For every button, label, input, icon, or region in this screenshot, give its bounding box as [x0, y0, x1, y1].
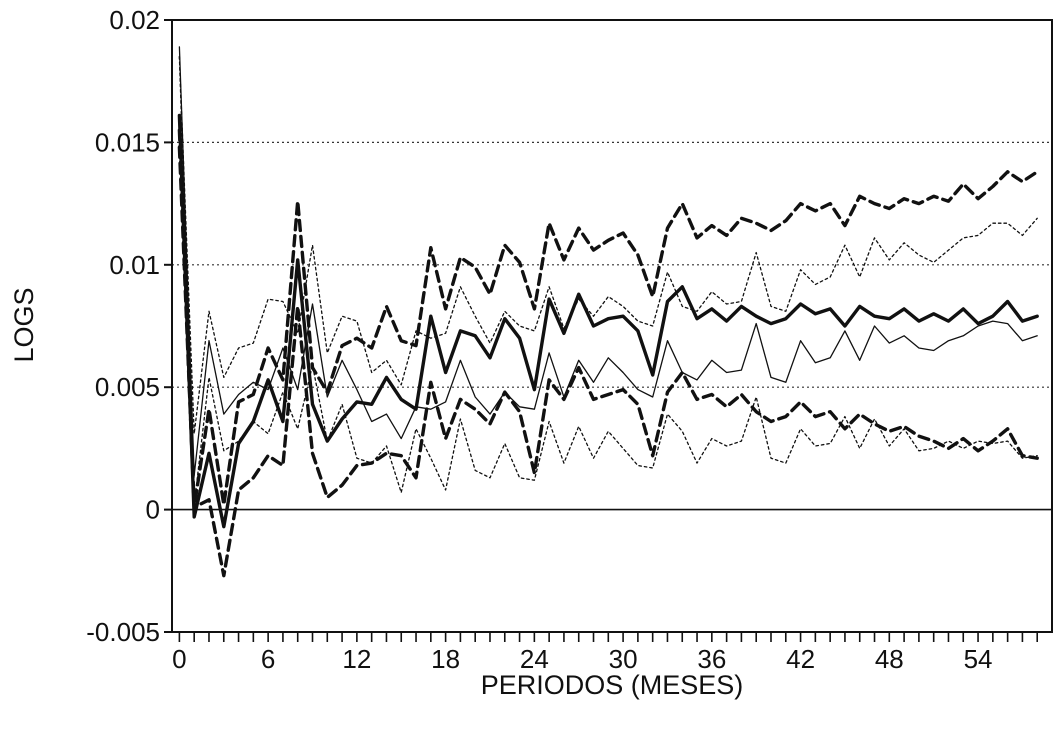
x-tick-label: 48 — [875, 644, 904, 674]
x-tick-label: 24 — [520, 644, 549, 674]
x-axis-ticks: 0 6 12 18 24 30 36 42 48 54 — [172, 632, 1039, 674]
series-line-5-thin-dotted — [178, 56, 1038, 435]
plot-frame — [171, 19, 1053, 633]
x-tick-label: 12 — [342, 644, 371, 674]
x-tick-label: 0 — [172, 644, 186, 674]
x-tick-label: 36 — [697, 644, 726, 674]
grid-lines — [172, 141, 1052, 388]
x-tick-label: 54 — [964, 644, 993, 674]
x-tick-label: 30 — [609, 644, 638, 674]
series-lines — [177, 46, 1039, 578]
y-tick-label: 0 — [146, 495, 160, 525]
series-line-2-thin-solid — [178, 46, 1038, 476]
x-tick-label: 42 — [786, 644, 815, 674]
y-axis-title: LOGS — [9, 287, 39, 362]
x-tick-label: 6 — [261, 644, 275, 674]
series-line-3-thick-dashed — [177, 128, 1039, 509]
x-tick-label: 18 — [431, 644, 460, 674]
series-line-1-thick-solid — [177, 113, 1039, 529]
x-axis-title: PERIODOS (MESES) — [481, 670, 744, 700]
y-tick-label: -0.005 — [86, 617, 160, 647]
y-tick-label: 0.005 — [95, 372, 160, 402]
series-line-6-thin-dotted — [178, 56, 1038, 506]
y-tick-label: 0.015 — [95, 127, 160, 157]
y-tick-label: 0.01 — [109, 250, 160, 280]
y-axis-ticks: -0.005 0 0.005 0.01 0.015 0.02 — [86, 5, 172, 647]
y-tick-label: 0.02 — [109, 5, 160, 35]
series-line-4-thick-dashed — [177, 145, 1039, 578]
